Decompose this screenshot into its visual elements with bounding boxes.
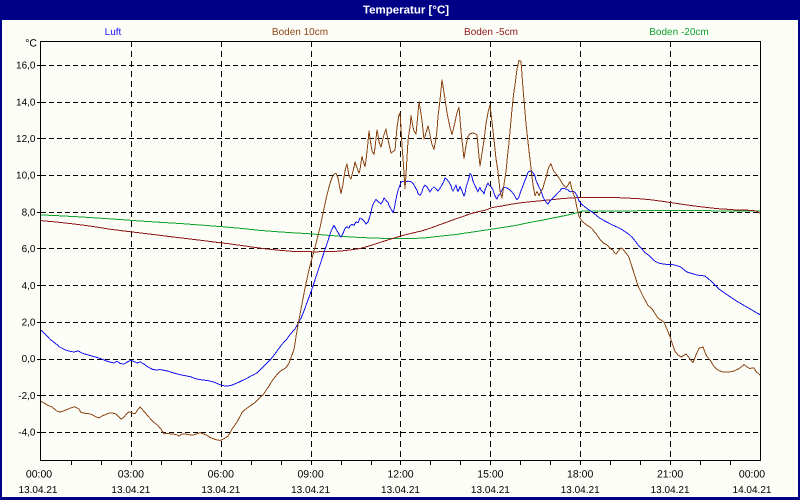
svg-text:13.04.21: 13.04.21	[291, 485, 330, 496]
svg-text:Boden 10cm: Boden 10cm	[272, 27, 328, 38]
svg-text:03:00: 03:00	[118, 468, 144, 480]
svg-text:13.04.21: 13.04.21	[651, 485, 690, 496]
svg-text:13.04.21: 13.04.21	[381, 485, 420, 496]
svg-text:13.04.21: 13.04.21	[19, 485, 58, 496]
svg-text:13.04.21: 13.04.21	[471, 485, 510, 496]
svg-text:0,0: 0,0	[22, 354, 36, 365]
svg-text:Luft: Luft	[105, 27, 122, 38]
svg-text:16,0: 16,0	[16, 61, 36, 72]
svg-text:13.04.21: 13.04.21	[201, 485, 240, 496]
svg-text:00:00: 00:00	[739, 468, 765, 480]
svg-text:13.04.21: 13.04.21	[561, 485, 600, 496]
svg-text:°C: °C	[25, 38, 37, 50]
svg-text:13.04.21: 13.04.21	[111, 485, 150, 496]
svg-text:-4,0: -4,0	[18, 428, 36, 439]
svg-text:00:00: 00:00	[26, 468, 52, 480]
svg-text:14,0: 14,0	[16, 97, 36, 108]
svg-text:09:00: 09:00	[297, 468, 323, 480]
svg-text:8,0: 8,0	[22, 207, 36, 218]
svg-text:12:00: 12:00	[387, 468, 413, 480]
svg-text:Temperatur [°C]: Temperatur [°C]	[363, 5, 449, 17]
svg-text:Boden -20cm: Boden -20cm	[649, 27, 708, 38]
svg-text:Boden -5cm: Boden -5cm	[464, 27, 518, 38]
svg-text:21:00: 21:00	[657, 468, 683, 480]
svg-text:06:00: 06:00	[208, 468, 234, 480]
svg-text:4,0: 4,0	[22, 281, 36, 292]
svg-text:-2,0: -2,0	[18, 391, 36, 402]
svg-text:6,0: 6,0	[22, 244, 36, 255]
svg-text:12,0: 12,0	[16, 134, 36, 145]
svg-text:10,0: 10,0	[16, 171, 36, 182]
svg-text:2,0: 2,0	[22, 318, 36, 329]
svg-text:14.04.21: 14.04.21	[733, 485, 772, 496]
svg-text:15:00: 15:00	[477, 468, 503, 480]
svg-text:18:00: 18:00	[567, 468, 593, 480]
